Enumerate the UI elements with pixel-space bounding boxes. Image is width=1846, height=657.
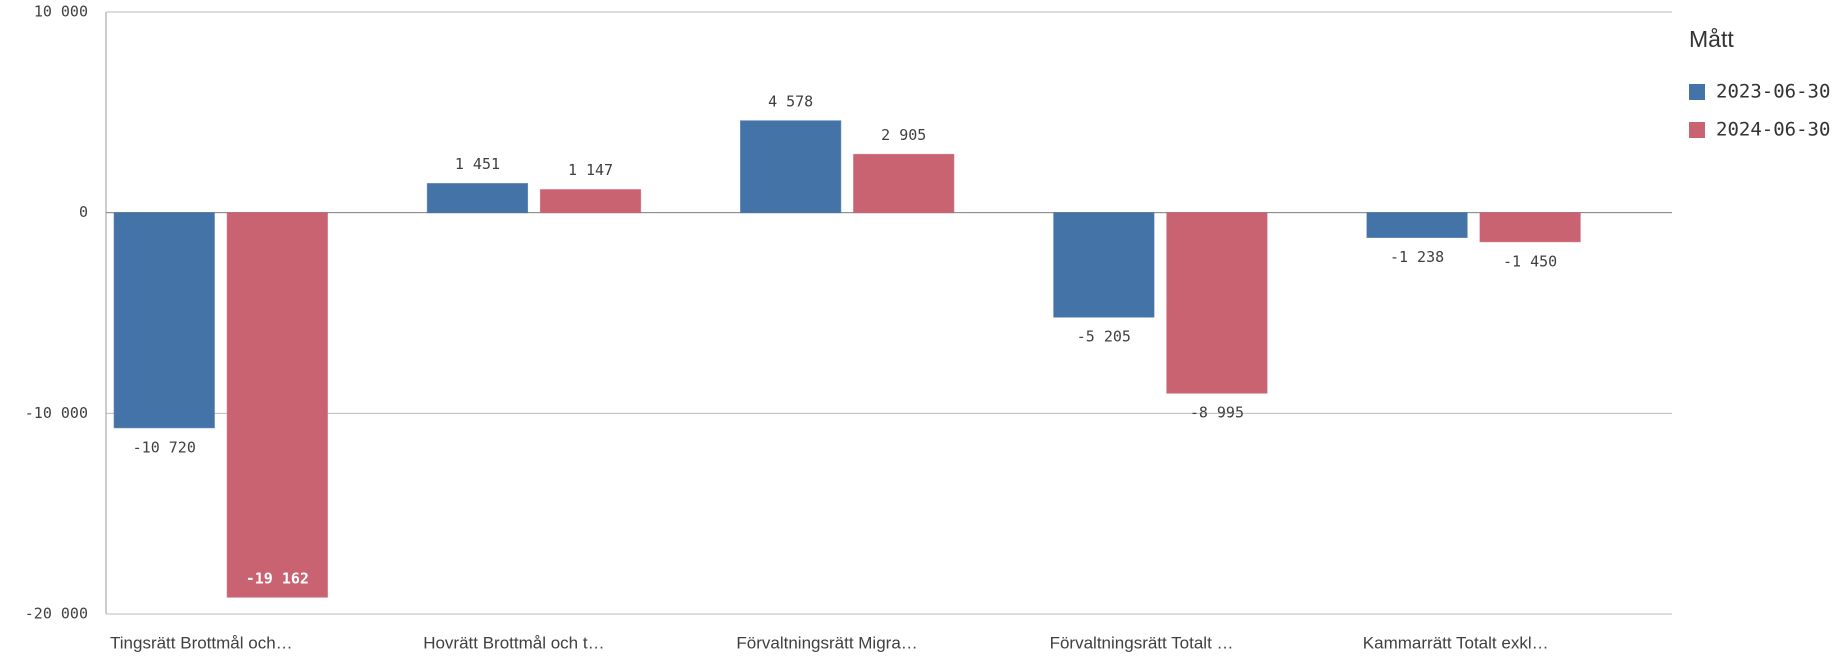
value-label: -10 720 [133, 438, 196, 456]
legend-swatch [1689, 84, 1705, 100]
bar [853, 153, 955, 214]
bar [113, 212, 215, 429]
legend-swatch [1689, 122, 1705, 138]
value-label: 1 147 [568, 161, 613, 179]
bar [1479, 212, 1581, 243]
legend-title: Mått [1689, 26, 1734, 52]
value-label: -1 450 [1503, 252, 1557, 270]
value-label: 4 578 [768, 92, 813, 110]
legend-label: 2023-06-30 [1716, 81, 1830, 103]
x-tick-label: Tingsrätt Brottmål och… [110, 633, 293, 652]
value-label: -8 995 [1190, 404, 1244, 422]
bar [1053, 212, 1155, 318]
value-label: -5 205 [1077, 328, 1131, 346]
y-tick-label: 10 000 [34, 3, 88, 21]
y-tick-label: -20 000 [25, 605, 88, 623]
bar [226, 212, 328, 598]
bar [539, 189, 642, 214]
value-label: -19 162 [246, 570, 309, 588]
y-tick-label: 0 [79, 203, 88, 221]
value-label: 2 905 [881, 126, 926, 144]
legend-label: 2024-06-30 [1716, 119, 1830, 141]
x-tick-label: Förvaltningsrätt Totalt … [1050, 633, 1234, 652]
bar [1366, 212, 1468, 239]
value-label: 1 451 [455, 155, 500, 173]
x-tick-label: Förvaltningsrätt Migra… [736, 633, 917, 652]
y-tick-label: -10 000 [25, 404, 88, 422]
bar [740, 120, 842, 214]
value-label: -1 238 [1390, 248, 1444, 266]
x-tick-label: Hovrätt Brottmål och t… [423, 633, 604, 652]
x-tick-label: Kammarrätt Totalt exkl… [1363, 633, 1549, 652]
bar [426, 183, 529, 214]
bar [1166, 212, 1268, 394]
